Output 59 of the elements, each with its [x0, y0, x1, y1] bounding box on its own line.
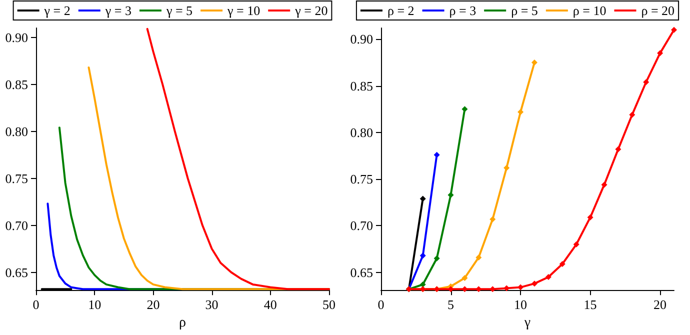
x-tick-label: 50 — [322, 297, 336, 312]
x-tick-label: 40 — [264, 297, 277, 312]
y-tick-label: 0.65 — [5, 264, 28, 280]
legend-label: γ = 20 — [294, 3, 328, 18]
point — [434, 152, 440, 158]
y-tick-label: 0.65 — [350, 264, 373, 280]
point — [643, 79, 650, 86]
point — [559, 260, 566, 267]
legend-label: γ = 10 — [226, 3, 260, 18]
x-tick-label: 0 — [32, 297, 40, 312]
x-axis-title: ρ — [179, 316, 186, 330]
legend-label: γ = 3 — [104, 3, 132, 18]
x-tick-label: 10 — [88, 297, 102, 312]
y-tick-label: 0.85 — [5, 76, 28, 92]
point — [615, 146, 622, 152]
y-tick-label: 0.75 — [5, 170, 28, 186]
point — [504, 164, 510, 171]
legend-label: ρ = 3 — [449, 3, 476, 18]
point — [531, 60, 538, 66]
x-tick-label: 20 — [146, 297, 160, 312]
point — [629, 112, 636, 118]
legend-label: γ = 5 — [165, 3, 193, 18]
point — [420, 252, 426, 259]
point — [587, 214, 594, 220]
x-tick-label: 5 — [448, 297, 454, 312]
legend-label: ρ = 2 — [387, 3, 414, 18]
y-tick-label: 0.80 — [350, 124, 373, 140]
point — [462, 106, 468, 112]
point — [490, 216, 496, 222]
point — [518, 108, 524, 115]
y-tick-label: 0.70 — [350, 218, 373, 234]
x-axis-title: γ — [523, 316, 531, 330]
y-tick-label: 0.70 — [5, 218, 28, 233]
point — [448, 192, 454, 198]
point — [671, 26, 677, 33]
x-tick-label: 0 — [378, 297, 384, 312]
y-tick-label: 0.75 — [350, 172, 373, 187]
point — [601, 182, 608, 188]
y-tick-label: 0.90 — [350, 32, 373, 47]
point — [518, 284, 524, 290]
legend-label: γ = 2 — [43, 3, 70, 18]
point — [531, 280, 538, 287]
point — [657, 50, 664, 56]
x-tick-label: 30 — [205, 297, 218, 312]
line-series — [146, 28, 330, 290]
x-tick-label: 20 — [654, 297, 667, 312]
point — [573, 241, 580, 248]
legend-label: ρ = 10 — [572, 3, 606, 18]
y-tick-label: 0.85 — [350, 78, 373, 94]
x-tick-label: 10 — [514, 297, 528, 312]
point — [545, 274, 552, 280]
legend-label: ρ = 20 — [641, 3, 675, 18]
y-tick-label: 0.80 — [5, 124, 28, 139]
point — [462, 274, 468, 281]
point — [434, 255, 440, 262]
legend-label: ρ = 5 — [511, 3, 538, 18]
point — [476, 254, 482, 260]
x-tick-label: 15 — [584, 297, 597, 312]
y-tick-label: 0.90 — [5, 30, 28, 45]
